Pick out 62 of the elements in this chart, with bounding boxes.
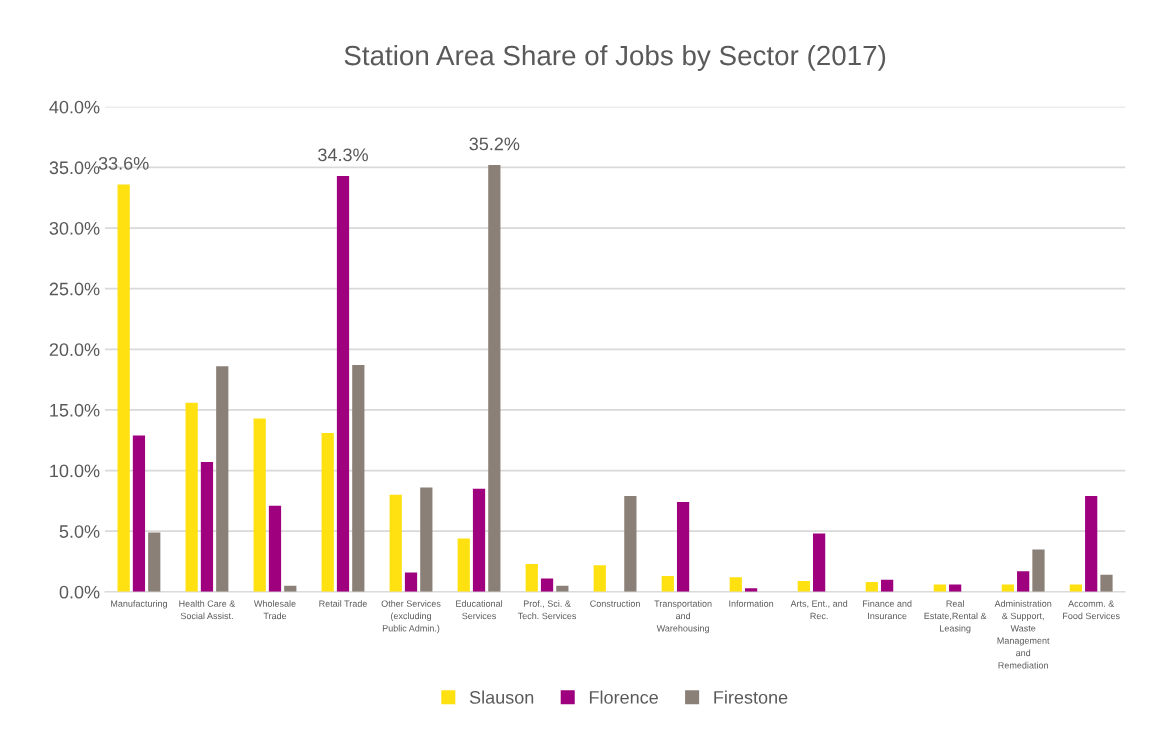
bar xyxy=(336,175,350,592)
bar xyxy=(1017,571,1030,592)
bar xyxy=(321,432,334,592)
bar xyxy=(404,572,418,592)
bar xyxy=(457,538,470,592)
bar xyxy=(268,505,282,592)
bar xyxy=(132,435,146,592)
bar xyxy=(185,402,198,592)
x-tick-label: Wholesale Trade xyxy=(253,600,296,620)
legend-label: Slauson xyxy=(469,690,534,704)
data-label: 33.6% xyxy=(98,156,149,170)
bar xyxy=(1032,549,1045,592)
x-tick-label: Manufacturing xyxy=(111,600,167,609)
bar xyxy=(1100,574,1113,592)
y-tick-label: 35.0% xyxy=(49,161,100,175)
legend-label: Firestone xyxy=(714,690,788,704)
x-tick-label: Real Estate,Rental & Leasing xyxy=(924,600,987,634)
bar xyxy=(216,366,229,592)
y-tick-label: 30.0% xyxy=(49,221,100,235)
y-tick-label: 20.0% xyxy=(49,343,100,357)
bar xyxy=(253,418,266,592)
y-tick-label: 25.0% xyxy=(49,282,100,296)
bar xyxy=(540,578,554,592)
bar xyxy=(865,582,878,592)
bar xyxy=(472,488,486,592)
bar xyxy=(812,533,826,592)
y-tick-label: 15.0% xyxy=(50,403,100,417)
bar xyxy=(117,184,130,592)
x-tick-label: Information xyxy=(729,600,774,607)
bar xyxy=(676,502,690,592)
x-tick-label: Arts, Ent., and Rec. xyxy=(790,600,848,620)
x-tick-label: Transportation and Warehousing xyxy=(654,600,712,634)
data-label: 34.3% xyxy=(318,148,368,162)
x-tick-label: Retail Trade xyxy=(319,600,367,607)
y-tick-label: 0.0% xyxy=(59,585,100,599)
bar xyxy=(1085,496,1098,592)
bar xyxy=(352,365,365,592)
legend-label: Florence xyxy=(589,690,658,704)
bar xyxy=(797,580,810,592)
x-tick-label: Educational Services xyxy=(456,600,503,620)
x-tick-label: Accomm. & Food Services xyxy=(1063,600,1120,620)
bar xyxy=(729,577,742,592)
x-tick-label: Construction xyxy=(590,600,640,607)
bar xyxy=(624,496,637,592)
bar xyxy=(389,494,402,592)
chart-title: Station Area Share of Jobs by Sector (2017) xyxy=(344,44,886,71)
x-tick-label: Other Services (excluding Public Admin.) xyxy=(381,600,441,634)
bar xyxy=(593,565,606,592)
x-tick-label: Health Care & Social Assist. xyxy=(179,600,236,620)
x-tick-label: Administration & Support, Waste Management and Remediation xyxy=(994,600,1052,669)
y-tick-label: 10.0% xyxy=(50,464,100,478)
x-tick-label: Finance and Insurance xyxy=(863,600,912,620)
bar xyxy=(525,563,538,592)
bar xyxy=(661,576,674,592)
bar xyxy=(200,462,214,592)
bar xyxy=(488,164,501,592)
bar xyxy=(420,487,433,592)
x-tick-label: Prof., Sci. & Tech. Services xyxy=(517,600,577,620)
y-tick-label: 40.0% xyxy=(49,100,100,114)
bar xyxy=(148,532,161,592)
data-label: 35.2% xyxy=(469,137,520,151)
y-tick-label: 5.0% xyxy=(59,525,100,538)
